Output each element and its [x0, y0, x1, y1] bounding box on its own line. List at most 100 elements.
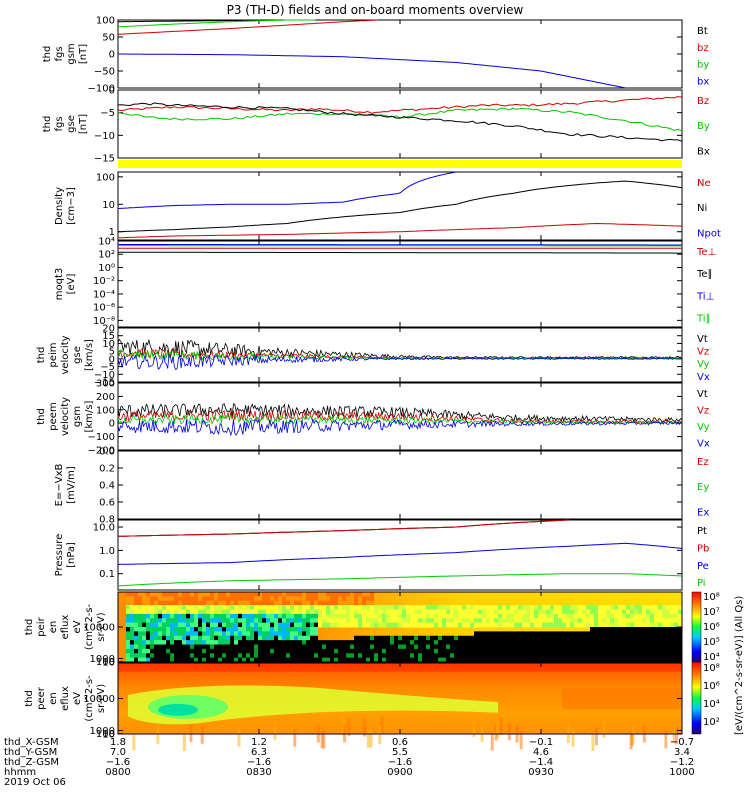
heatmap-cell [338, 623, 342, 628]
heatmap-cell [514, 605, 518, 610]
heatmap-cell [362, 592, 366, 597]
heatmap-cell [146, 623, 150, 628]
heatmap-cell [450, 640, 454, 645]
heatmap-cell [362, 601, 366, 606]
heatmap-cell [190, 614, 194, 619]
heatmap-cell [290, 631, 294, 636]
heatmap-cell [258, 596, 262, 601]
heatmap-cell [518, 631, 522, 636]
heatmap-cell [322, 614, 326, 619]
heatmap-cell [398, 614, 402, 619]
heatmap-cell [442, 618, 446, 623]
heatmap-cell [330, 592, 334, 597]
heatmap-cell [486, 636, 490, 641]
heatmap-cell [534, 610, 538, 615]
heatmap-cell [258, 645, 262, 650]
heatmap-cell [214, 618, 218, 623]
heatmap-cell [578, 653, 582, 658]
heatmap-cell [302, 640, 306, 645]
legend-vy: Vy [697, 359, 710, 370]
heatmap-cell [586, 636, 590, 641]
heatmap-cell [534, 653, 538, 658]
heatmap-cell [158, 618, 162, 623]
legend-vy: Vy [697, 422, 710, 433]
heatmap-cell [450, 614, 454, 619]
heatmap-cell [646, 627, 650, 632]
heatmap-cell [466, 618, 470, 623]
heatmap-cell [278, 631, 282, 636]
heatmap-cell [510, 614, 514, 619]
heatmap-cell [642, 636, 646, 641]
heatmap-cell [558, 614, 562, 619]
heatmap-cell [190, 605, 194, 610]
heatmap-cell [378, 653, 382, 658]
heatmap-cell [622, 627, 626, 632]
heatmap-cell [426, 653, 430, 658]
heatmap-cell [618, 623, 622, 628]
heatmap-cell [566, 623, 570, 628]
heatmap-cell [346, 614, 350, 619]
heatmap-cell [322, 618, 326, 623]
heatmap-cell [442, 605, 446, 610]
heatmap-cell [418, 649, 422, 654]
heatmap-cell [146, 610, 150, 615]
heatmap-cell [566, 636, 570, 641]
heatmap-cell [398, 618, 402, 623]
heatmap-cell [210, 631, 214, 636]
legend-bz: bz [697, 43, 709, 54]
heatmap-cell [478, 631, 482, 636]
heatmap-cell [202, 618, 206, 623]
heatmap-cell [186, 649, 190, 654]
heatmap-cell [654, 645, 658, 650]
heatmap-cell [594, 627, 598, 632]
heatmap-cell [202, 605, 206, 610]
heatmap-cell [362, 653, 366, 658]
heatmap-cell [290, 592, 294, 597]
y-axis-label: en [48, 692, 59, 705]
heatmap-cell [434, 610, 438, 615]
heatmap-cell [154, 636, 158, 641]
heatmap-cell [382, 623, 386, 628]
heatmap-cell [130, 653, 134, 658]
heatmap-cell [142, 596, 146, 601]
heatmap-cell [566, 614, 570, 619]
heatmap-cell [270, 649, 274, 654]
heatmap-cell [194, 592, 198, 597]
heatmap-cell [466, 623, 470, 628]
heatmap-cell [278, 592, 282, 597]
heatmap-cell [506, 636, 510, 641]
heatmap-cell [294, 614, 298, 619]
heatmap-cell [382, 618, 386, 623]
heatmap-cell [254, 645, 258, 650]
heatmap-cell [238, 640, 242, 645]
heatmap-cell [138, 610, 142, 615]
heatmap-cell [538, 605, 542, 610]
heatmap-cell [178, 614, 182, 619]
heatmap-cell [158, 605, 162, 610]
heatmap-cell [302, 636, 306, 641]
heatmap-cell [598, 627, 602, 632]
heatmap-cell [582, 649, 586, 654]
heatmap-cell [194, 631, 198, 636]
heatmap-cell [650, 614, 654, 619]
heatmap-cell [642, 645, 646, 650]
heatmap-cell [234, 614, 238, 619]
heatmap-cell [414, 610, 418, 615]
y-tick-label: 100 [96, 16, 115, 27]
heatmap-cell [278, 618, 282, 623]
heatmap-cell [422, 605, 426, 610]
heatmap-cell [414, 623, 418, 628]
heatmap-cell [374, 640, 378, 645]
heatmap-cell [474, 649, 478, 654]
heatmap-cell [322, 610, 326, 615]
heatmap-cell [666, 627, 670, 632]
heatmap-cell [130, 631, 134, 636]
heatmap-cell [206, 636, 210, 641]
heatmap-cell [174, 592, 178, 597]
heatmap-cell [182, 610, 186, 615]
heatmap-cell [278, 649, 282, 654]
heatmap-cell [306, 645, 310, 650]
heatmap-cell [658, 640, 662, 645]
legend-ti: Ti⊥ [696, 291, 714, 302]
heatmap-cell [398, 640, 402, 645]
